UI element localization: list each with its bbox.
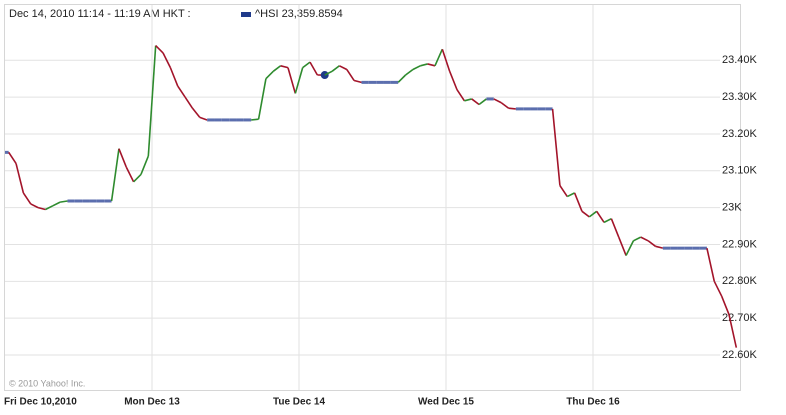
- price-segment: [251, 119, 258, 120]
- x-tick-label: Tue Dec 14: [273, 397, 325, 408]
- plot-frame: [5, 5, 741, 391]
- credit: © 2010 Yahoo! Inc.: [9, 378, 85, 388]
- y-tick-label: 22.70K: [722, 312, 758, 324]
- y-tick-label: 23.10K: [722, 165, 758, 177]
- y-tick-label: 23.40K: [722, 54, 758, 66]
- x-tick-label: Thu Dec 16: [566, 397, 620, 408]
- y-tick-label: 23.20K: [722, 128, 758, 140]
- x-tick-label: Fri Dec 10,2010: [4, 397, 77, 408]
- price-segment: [60, 201, 67, 202]
- legend-swatch: [241, 12, 251, 17]
- x-tick-label: Mon Dec 13: [124, 397, 180, 408]
- hover-time: Dec 14, 2010 11:14 - 11:19 AM HKT :: [9, 8, 191, 20]
- x-tick-label: Wed Dec 15: [418, 397, 474, 408]
- price-segment: [508, 108, 515, 109]
- y-tick-label: 23.30K: [722, 91, 758, 103]
- legend-value: 23,359.8594: [282, 8, 343, 20]
- legend-name: ^HSI: [255, 8, 279, 20]
- y-tick-label: 22.80K: [722, 275, 758, 287]
- y-tick-label: 23K: [722, 202, 742, 214]
- y-tick-label: 22.90K: [722, 238, 758, 250]
- y-tick-label: 22.60K: [722, 349, 758, 361]
